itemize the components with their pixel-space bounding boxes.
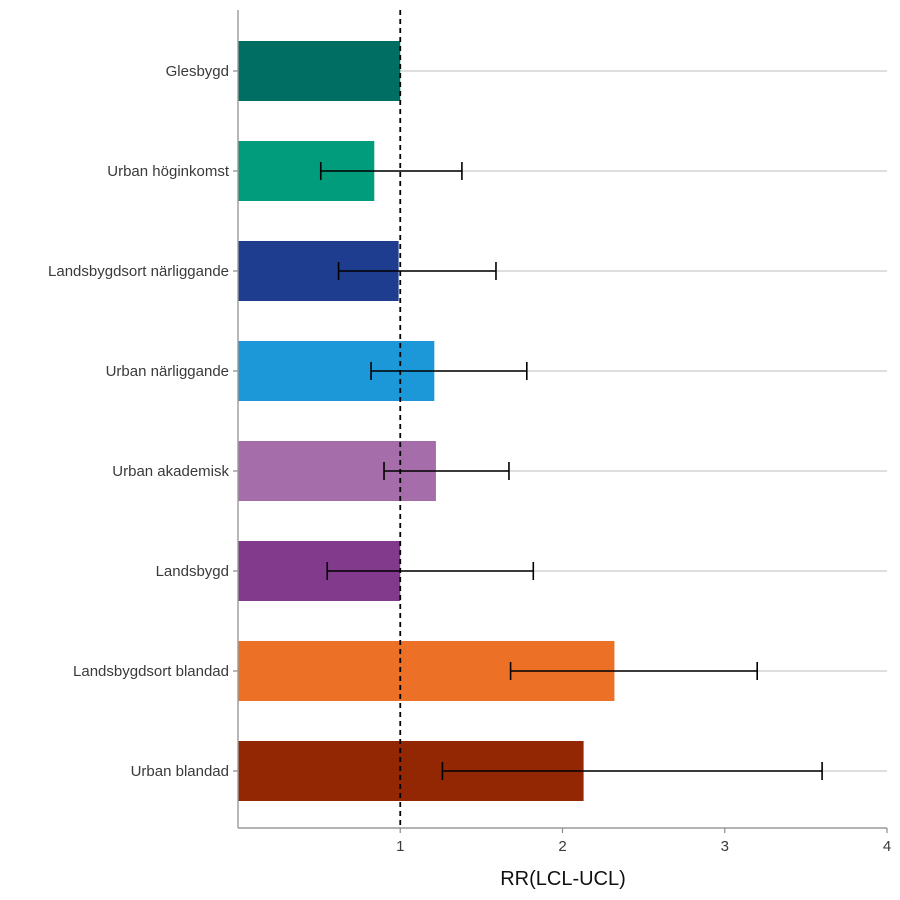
bar xyxy=(238,41,401,101)
x-axis-title: RR(LCL-UCL) xyxy=(500,868,626,890)
axes xyxy=(233,10,888,833)
category-label: Glesbygd xyxy=(166,63,229,80)
x-tick-label: 1 xyxy=(396,838,404,855)
x-tick-label: 3 xyxy=(721,838,729,855)
category-labels: Glesbygd Urban höginkomst Landsbygdsort nä… xyxy=(48,63,230,780)
category-label: Urban höginkomst xyxy=(107,163,230,180)
x-tick-label: 2 xyxy=(558,838,566,855)
category-label: Landsbygdsort blandad xyxy=(73,663,229,680)
category-label: Urban akademisk xyxy=(112,463,229,480)
error-bars xyxy=(319,162,823,780)
bars xyxy=(238,41,615,801)
category-label: Urban närliggande xyxy=(106,363,229,380)
x-tick-label: 4 xyxy=(883,838,891,855)
category-label: Landsbygdsort närliggande xyxy=(48,263,229,280)
category-label: Urban blandad xyxy=(131,763,229,780)
category-label: Landsbygd xyxy=(156,563,229,580)
x-tick-labels: 1 2 3 4 xyxy=(396,838,891,855)
